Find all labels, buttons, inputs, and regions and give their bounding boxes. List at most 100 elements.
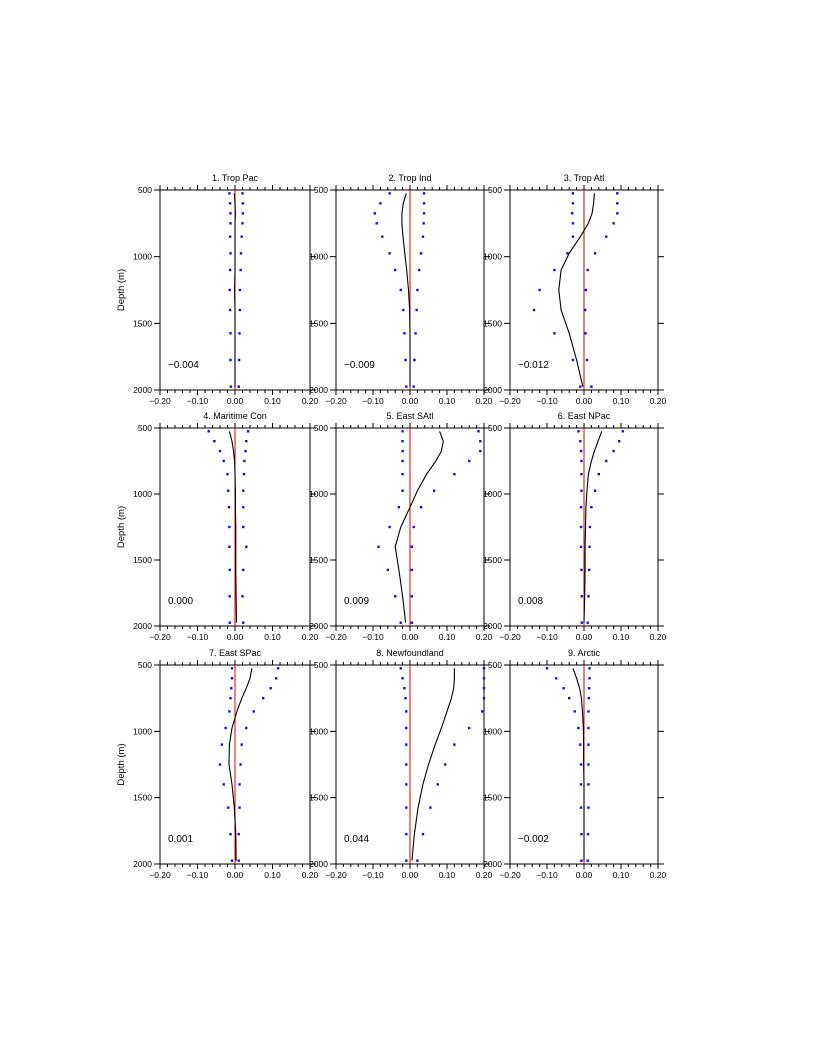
y-tick-label: 500 <box>488 423 502 433</box>
panel-annotation: −0.004 <box>168 360 199 371</box>
x-tick-label: 0.20 <box>476 870 493 880</box>
y-tick-label: 500 <box>314 185 328 195</box>
x-tick-label: −0.20 <box>149 870 171 880</box>
lower-bound-point <box>579 385 582 388</box>
upper-bound-point <box>588 545 591 548</box>
y-tick-label: 1500 <box>133 555 152 565</box>
y-tick-label: 500 <box>138 423 152 433</box>
lower-bound-point <box>388 252 391 255</box>
x-tick-label: −0.10 <box>187 870 209 880</box>
x-tick-label: 0.20 <box>476 396 493 406</box>
x-tick-label: −0.20 <box>499 870 521 880</box>
upper-bound-point <box>416 288 419 292</box>
lower-bound-point <box>228 568 231 572</box>
lower-bound-point <box>402 308 405 312</box>
upper-bound-point <box>593 252 597 255</box>
lower-bound-point <box>222 783 225 786</box>
y-axis-label: Depth (m) <box>116 743 127 785</box>
mean-profile-line <box>411 668 455 861</box>
panel-title: 9. Arctic <box>568 648 601 658</box>
lower-bound-point <box>230 859 234 862</box>
upper-bound-point <box>586 621 589 624</box>
upper-bound-point <box>597 473 600 476</box>
lower-bound-point <box>401 449 404 453</box>
lower-bound-point <box>579 449 583 453</box>
lower-bound-point <box>388 192 391 195</box>
lower-bound-point <box>401 440 404 443</box>
lower-bound-point <box>573 710 576 713</box>
y-tick-label: 2000 <box>133 859 152 869</box>
lower-bound-point <box>571 235 575 238</box>
y-tick-label: 1000 <box>133 726 152 736</box>
lower-bound-point <box>381 235 384 238</box>
lower-bound-point <box>401 459 404 463</box>
lower-bound-point <box>229 385 233 388</box>
y-tick-label: 1500 <box>133 793 152 803</box>
lower-bound-point <box>580 621 583 624</box>
lower-bound-point <box>580 459 583 463</box>
upper-bound-point <box>241 222 244 225</box>
y-axis-label: Depth (m) <box>116 269 127 311</box>
upper-bound-point <box>237 832 240 836</box>
lower-bound-point <box>579 440 582 443</box>
upper-bound-point <box>421 235 425 238</box>
lower-bound-point <box>401 430 404 433</box>
lower-bound-point <box>579 506 583 509</box>
x-tick-label: 0.10 <box>613 870 630 880</box>
upper-bound-point <box>429 806 432 809</box>
mean-profile-line <box>228 431 238 623</box>
upper-bound-point <box>237 358 241 362</box>
lower-bound-point <box>229 696 232 700</box>
lower-bound-point <box>403 332 406 335</box>
lower-bound-point <box>228 525 231 529</box>
upper-bound-point <box>586 268 589 272</box>
upper-bound-point <box>245 726 248 730</box>
lower-bound-point <box>229 222 232 225</box>
upper-bound-point <box>419 252 423 255</box>
lower-bound-point <box>568 696 571 700</box>
lower-bound-point <box>228 235 232 238</box>
lower-bound-point <box>228 621 231 624</box>
upper-bound-point <box>242 489 245 492</box>
lower-bound-point <box>228 202 232 205</box>
panel-3: 3. Trop Atl −0.20 −0.10 0.00 0.10 0.20 500 1000… <box>483 173 666 406</box>
upper-bound-point <box>237 859 240 862</box>
upper-bound-point <box>244 449 247 453</box>
lower-bound-point <box>580 489 583 492</box>
y-tick-label: 2000 <box>483 621 502 631</box>
upper-bound-point <box>587 595 590 598</box>
upper-bound-point <box>276 667 280 670</box>
upper-bound-point <box>584 332 587 335</box>
x-tick-label: 0.10 <box>439 396 456 406</box>
y-axis-label: Depth (m) <box>116 506 127 548</box>
panel-title: 5. East SAtl <box>386 411 433 421</box>
x-tick-label: −0.20 <box>499 396 521 406</box>
upper-bound-point <box>245 545 248 548</box>
lower-bound-point <box>571 222 575 225</box>
lower-bound-point <box>228 710 231 713</box>
upper-bound-point <box>453 473 456 476</box>
lower-bound-point <box>401 489 404 492</box>
upper-bound-point <box>241 212 245 215</box>
x-tick-label: −0.20 <box>325 870 347 880</box>
upper-bound-point <box>413 358 416 362</box>
x-tick-label: 0.00 <box>576 870 593 880</box>
panel-title: 2. Trop Ind <box>388 173 431 183</box>
x-tick-label: 0.20 <box>302 632 319 642</box>
mean-profile-line <box>228 668 253 861</box>
lower-bound-point <box>532 308 536 312</box>
x-tick-label: −0.20 <box>325 632 347 642</box>
upper-bound-point <box>240 743 243 746</box>
upper-bound-point <box>238 308 242 312</box>
y-tick-label: 500 <box>488 185 502 195</box>
x-tick-label: 0.20 <box>650 396 667 406</box>
lower-bound-point <box>570 212 574 215</box>
x-tick-label: 0.00 <box>402 870 419 880</box>
lower-bound-point <box>228 545 231 548</box>
panel-9: 9. Arctic −0.20 −0.10 0.00 0.10 0.20 500 1000 15… <box>483 648 666 880</box>
x-tick-label: 0.00 <box>576 396 593 406</box>
upper-bound-point <box>418 268 421 272</box>
lower-bound-point <box>538 288 541 292</box>
panel-title: 4. Maritime Con <box>203 411 267 421</box>
y-tick-label: 2000 <box>309 859 328 869</box>
